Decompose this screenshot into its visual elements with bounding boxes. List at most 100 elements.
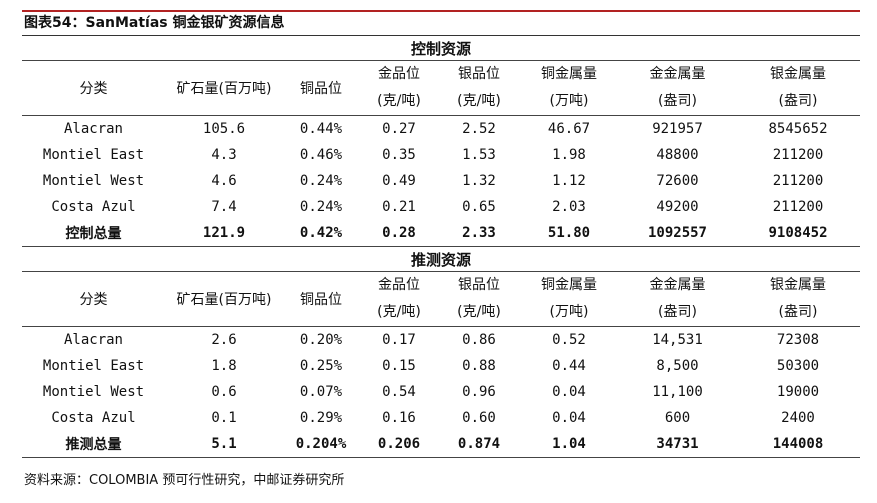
- column-header: 银金属量 (盎司): [736, 271, 861, 327]
- table-cell: 8,500: [656, 358, 699, 374]
- table-cell: 2.03: [552, 199, 586, 215]
- section-title: 控制资源: [22, 36, 861, 61]
- column-header-row: 分类 矿石量(百万吨) 铜品位 金品位 (克/吨) 银品位 (克/吨) 铜金属量 (万吨) 金金属…: [22, 271, 861, 327]
- column-header-line1: 金品位: [378, 66, 420, 82]
- top-accent-rule: [22, 10, 860, 12]
- column-header-line1: 铜金属量: [541, 277, 597, 293]
- table-row: Montiel West 0.6 0.07% 0.54 0.96 0.04 11,100 19…: [22, 379, 860, 405]
- table-cell: 0.96: [462, 384, 496, 400]
- table-cell: 0.17: [382, 332, 416, 348]
- table-cell: 0.29%: [299, 410, 343, 426]
- column-header-line1: 铜金属量: [541, 66, 597, 82]
- table-cell: 0.86: [462, 332, 496, 348]
- table-cell: 0.88: [462, 358, 496, 374]
- table-cell: 34731: [619, 431, 736, 458]
- column-header-line1: 银品位: [458, 66, 500, 82]
- column-header: 铜金属量 (万吨): [519, 60, 619, 116]
- column-header: 金金属量 (盎司): [619, 271, 736, 327]
- table-cell: 0.1: [211, 410, 237, 426]
- table-cell: 49200: [656, 199, 699, 215]
- column-header: 铜品位: [283, 271, 359, 327]
- table-cell: 0.25%: [299, 358, 343, 374]
- table-cell: 0.874: [439, 431, 519, 458]
- table-cell: 50300: [776, 358, 820, 374]
- table-cell: 0.24%: [299, 199, 343, 215]
- table-cell: 2400: [781, 410, 815, 426]
- table-row: Montiel East 1.8 0.25% 0.15 0.88 0.44 8,500 503…: [22, 353, 860, 379]
- row-label: Montiel East: [42, 147, 145, 163]
- total-row: 推测总量 5.1 0.204% 0.206 0.874 1.04 34731 144008: [22, 431, 861, 458]
- column-header-line1: 银金属量: [770, 277, 826, 293]
- table-row: Montiel East 4.3 0.46% 0.35 1.53 1.98 48800 211…: [22, 142, 860, 168]
- table-cell: 0.21: [382, 199, 416, 215]
- table-cell: 600: [664, 410, 691, 426]
- table-cell: 46.67: [547, 121, 591, 137]
- table-cell: 0.44: [552, 358, 586, 374]
- table-cell: 0.6: [211, 384, 237, 400]
- column-header-line1: 金金属量: [649, 277, 706, 293]
- section-title: 推测资源: [22, 246, 861, 272]
- row-label: Montiel West: [42, 173, 145, 189]
- column-header-unit: (万吨): [549, 304, 589, 320]
- column-header: 银品位 (克/吨): [439, 60, 519, 116]
- column-header-unit: (盎司): [658, 304, 697, 320]
- table-cell: 0.15: [382, 358, 416, 374]
- row-label: Costa Azul: [51, 410, 136, 426]
- table-cell: 211200: [772, 147, 824, 163]
- table-cell: 0.04: [552, 384, 586, 400]
- section-title-row: 控制资源: [22, 36, 861, 61]
- table-cell: 1.32: [462, 173, 496, 189]
- table-cell: 0.49: [382, 173, 416, 189]
- column-header-line1: 银金属量: [770, 66, 826, 82]
- table-cell: 921957: [652, 121, 703, 137]
- table-cell: 0.60: [462, 410, 496, 426]
- resource-table-body: 控制资源 分类 矿石量(百万吨) 铜品位 金品位 (克/吨) 银品位 (克/吨) 铜金属量 (万吨…: [22, 36, 861, 458]
- column-header: 铜品位: [283, 60, 359, 116]
- row-label: Alacran: [63, 121, 123, 137]
- figure-caption: 图表54：SanMatías 铜金银矿资源信息: [24, 15, 285, 31]
- source-note: 资料来源：COLOMBIA 预可行性研究，中邮证券研究所: [24, 473, 345, 488]
- column-header-unit: (盎司): [778, 304, 818, 320]
- column-header: 矿石量(百万吨): [165, 271, 283, 327]
- table-cell: 2.33: [439, 220, 519, 247]
- table-cell: 11,100: [652, 384, 703, 400]
- table-cell: 72308: [776, 332, 820, 348]
- column-header-unit: (克/吨): [377, 93, 421, 109]
- table-cell: 105.6: [202, 121, 246, 137]
- table-row: Montiel West 4.6 0.24% 0.49 1.32 1.12 72600 211…: [22, 168, 860, 194]
- column-header-line1: 银品位: [458, 277, 500, 293]
- row-label: Costa Azul: [51, 199, 136, 215]
- table-cell: 0.54: [382, 384, 416, 400]
- total-row: 控制总量 121.9 0.42% 0.28 2.33 51.80 1092557 910845…: [22, 220, 861, 247]
- column-header-unit: (盎司): [778, 93, 818, 109]
- table-cell: 0.65: [462, 199, 496, 215]
- column-header-unit: (万吨): [549, 93, 589, 109]
- table-cell: 0.35: [382, 147, 416, 163]
- table-cell: 0.206: [359, 431, 439, 458]
- table-cell: 0.42%: [283, 220, 359, 247]
- column-header: 金金属量 (盎司): [619, 60, 736, 116]
- table-cell: 5.1: [165, 431, 283, 458]
- column-header-line1: 金品位: [378, 277, 420, 293]
- table-cell: 0.44%: [299, 121, 343, 137]
- column-header: 铜金属量 (万吨): [519, 271, 619, 327]
- table-cell: 1.98: [552, 147, 586, 163]
- resource-table: 控制资源 分类 矿石量(百万吨) 铜品位 金品位 (克/吨) 银品位 (克/吨) 铜金属量 (万吨…: [22, 36, 861, 458]
- table-cell: 0.07%: [299, 384, 343, 400]
- table-cell: 0.24%: [299, 173, 343, 189]
- table-cell: 211200: [772, 173, 824, 189]
- column-header-unit: (克/吨): [457, 93, 501, 109]
- column-header-unit: (克/吨): [457, 304, 501, 320]
- table-cell: 51.80: [519, 220, 619, 247]
- table-cell: 144008: [736, 431, 861, 458]
- row-label: Montiel East: [42, 358, 145, 374]
- table-cell: 19000: [776, 384, 820, 400]
- table-cell: 7.4: [211, 199, 237, 215]
- column-header: 矿石量(百万吨): [165, 60, 283, 116]
- table-cell: 0.28: [359, 220, 439, 247]
- table-cell: 1092557: [619, 220, 736, 247]
- table-cell: 8545652: [768, 121, 828, 137]
- table-cell: 1.12: [552, 173, 586, 189]
- table-cell: 2.52: [462, 121, 496, 137]
- table-cell: 0.27: [382, 121, 416, 137]
